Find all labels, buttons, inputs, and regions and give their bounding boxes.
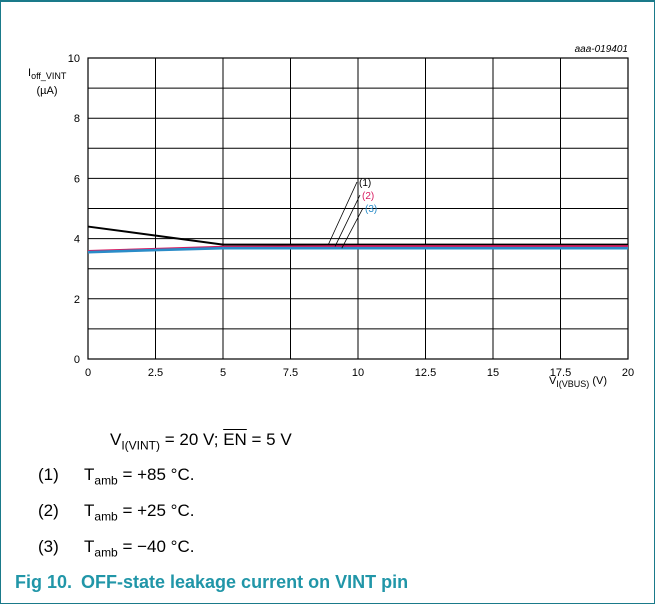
annotation-leader-1 — [327, 181, 358, 245]
y-tick-label: 8 — [74, 113, 80, 125]
y-tick-label: 0 — [74, 354, 80, 366]
note-1: (1) Tamb = +85 °C. — [38, 465, 194, 487]
note-1-text: = +85 °C. — [117, 465, 195, 484]
y-axis-label: Ioff_VINT — [28, 67, 67, 81]
note-3-symbol: T — [84, 537, 95, 556]
x-tick-label: 7.5 — [283, 367, 298, 379]
x-tick-label: 12.5 — [415, 367, 436, 379]
note-1-symbol: T — [84, 465, 95, 484]
leakage-chart: 0 2.5 5 7.5 10 12.5 15 17.5 200246810Ioff_VINT(µ… — [28, 44, 634, 389]
annotation-label-2: (2) — [362, 191, 374, 202]
series-line-3 — [87, 246, 628, 254]
x-tick-label: 17.5 — [550, 367, 571, 379]
note-1-subscript: amb — [94, 473, 118, 488]
figure-number: Fig 10. — [15, 572, 73, 592]
en-value: = 5 V — [246, 430, 292, 449]
note-3-text: = −40 °C. — [117, 537, 195, 556]
y-tick-label: 10 — [68, 53, 80, 65]
note-2-text: = +25 °C. — [117, 501, 195, 520]
note-2-subscript: amb — [94, 509, 118, 524]
figure-title: OFF-state leakage current on VINT pin — [81, 572, 409, 592]
vint-symbol: V — [110, 430, 122, 449]
vint-value: = 20 V; — [160, 430, 224, 449]
note-3-index: (3) — [38, 537, 59, 556]
en-label: EN — [223, 430, 247, 449]
x-tick-label: 0 — [85, 367, 91, 379]
note-2-index: (2) — [38, 501, 59, 520]
x-tick-label: 20 — [622, 367, 634, 379]
x-tick-label: 10 — [352, 367, 364, 379]
note-1-index: (1) — [38, 465, 59, 484]
annotation-label-3: (3) — [365, 204, 377, 215]
vint-subscript: I(VINT) — [121, 438, 161, 453]
note-3: (3) Tamb = −40 °C. — [38, 537, 194, 559]
y-tick-label: 4 — [74, 234, 80, 246]
conditions-line: VI(VINT) = 20 V; EN = 5 V — [110, 430, 292, 452]
x-tick-label: 5 — [220, 367, 226, 379]
y-tick-label: 6 — [74, 173, 80, 185]
x-tick-label: 2.5 — [148, 367, 163, 379]
y-tick-label: 2 — [74, 294, 80, 306]
annotation-leader-3 — [341, 207, 364, 249]
x-axis-label: VI(VBUS) (V) — [549, 375, 607, 389]
figure-id-label: aaa-019401 — [575, 44, 628, 55]
y-axis-unit: (µA) — [36, 85, 57, 97]
series-line-1 — [87, 225, 628, 246]
x-tick-label: 15 — [487, 367, 499, 379]
figure-caption: Fig 10. OFF-state leakage current on VINT… — [15, 572, 408, 593]
annotation-label-1: (1) — [359, 178, 371, 189]
note-2-symbol: T — [84, 501, 95, 520]
note-2: (2) Tamb = +25 °C. — [38, 501, 194, 523]
annotation-leader-2 — [334, 194, 361, 247]
note-3-subscript: amb — [94, 545, 118, 560]
